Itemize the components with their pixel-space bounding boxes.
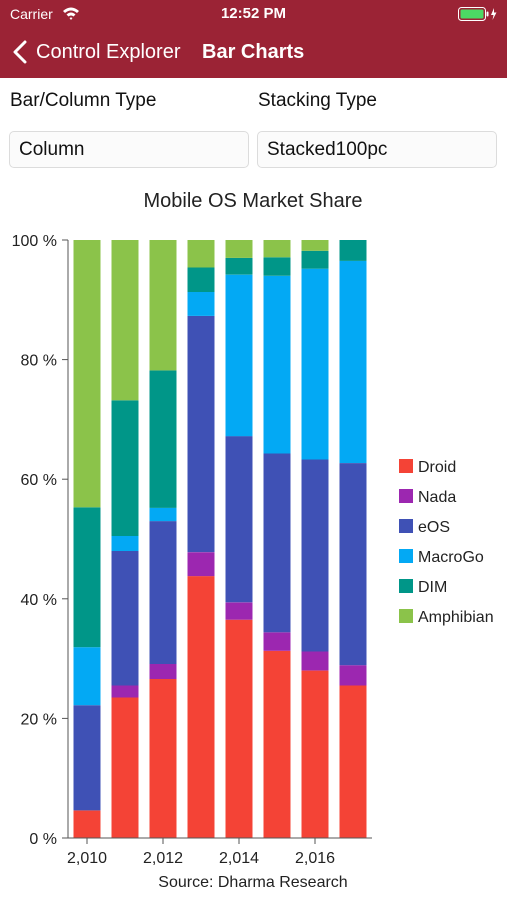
- bar-macrogo-2017: [339, 260, 367, 463]
- y-tick-label: 100 %: [12, 233, 57, 250]
- back-chevron-icon[interactable]: [12, 40, 28, 64]
- legend-swatch-droid: [399, 459, 413, 473]
- chart-title: Mobile OS Market Share: [144, 190, 363, 212]
- carrier-label: Carrier: [10, 6, 53, 22]
- bar-dim-2014: [225, 257, 253, 275]
- legend-label-amphibian: Amphibian: [418, 609, 494, 626]
- bar-droid-2011: [111, 697, 139, 838]
- bar-nada-2017: [339, 665, 367, 686]
- bar-type-picker[interactable]: Column: [9, 131, 249, 168]
- bar-eos-2015: [263, 453, 291, 633]
- bar-eos-2017: [339, 463, 367, 666]
- bar-eos-2014: [225, 436, 253, 603]
- bar-dim-2011: [111, 400, 139, 536]
- bar-macrogo-2014: [225, 274, 253, 437]
- bar-dim-2015: [263, 257, 291, 276]
- bar-macrogo-2010: [73, 647, 101, 706]
- y-tick-label: 60 %: [21, 472, 57, 489]
- navigation-bar: Control Explorer Bar Charts: [0, 28, 507, 78]
- bar-droid-2012: [149, 678, 177, 838]
- bar-dim-2012: [149, 370, 177, 508]
- bar-dim-2010: [73, 507, 101, 648]
- page-title: Bar Charts: [202, 41, 305, 63]
- bar-eos-2012: [149, 521, 177, 664]
- bar-nada-2014: [225, 602, 253, 620]
- bar-macrogo-2013: [187, 292, 215, 316]
- bar-eos-2011: [111, 551, 139, 686]
- x-tick-label: 2,012: [143, 850, 183, 867]
- bar-eos-2016: [301, 459, 329, 652]
- legend-label-nada: Nada: [418, 489, 456, 506]
- bar-amphibian-2013: [187, 240, 215, 268]
- bar-eos-2013: [187, 315, 215, 553]
- bar-nada-2013: [187, 552, 215, 577]
- bar-nada-2016: [301, 651, 329, 671]
- bar-type-label: Bar/Column Type: [10, 90, 157, 111]
- legend-label-dim: DIM: [418, 579, 447, 596]
- stacking-type-picker[interactable]: Stacked100pc: [257, 131, 497, 168]
- legend-label-droid: Droid: [418, 459, 456, 476]
- x-tick-label: 2,010: [67, 850, 107, 867]
- status-bar: Carrier 12:52 PM: [0, 0, 507, 28]
- bar-amphibian-2012: [149, 240, 177, 371]
- bar-amphibian-2014: [225, 240, 253, 258]
- bar-macrogo-2015: [263, 275, 291, 454]
- wifi-icon: [63, 7, 79, 20]
- legend-swatch-eos: [399, 519, 413, 533]
- legend-label-eos: eOS: [418, 519, 450, 536]
- bar-dim-2016: [301, 250, 329, 269]
- legend-swatch-dim: [399, 579, 413, 593]
- bar-amphibian-2016: [301, 240, 329, 251]
- bar-droid-2015: [263, 650, 291, 838]
- bar-droid-2016: [301, 670, 329, 838]
- bar-macrogo-2011: [111, 536, 139, 551]
- x-tick-label: 2,016: [295, 850, 335, 867]
- bar-nada-2015: [263, 632, 291, 651]
- x-tick-label: 2,014: [219, 850, 259, 867]
- market-share-chart: Mobile OS Market Share 0 % 20 % 40 % 60 % 80 …: [12, 190, 494, 891]
- legend-label-macrogo: MacroGo: [418, 549, 484, 566]
- legend-swatch-amphibian: [399, 609, 413, 623]
- bar-dim-2013: [187, 267, 215, 292]
- bar-macrogo-2016: [301, 268, 329, 460]
- stacking-type-label: Stacking Type: [258, 90, 378, 111]
- bar-amphibian-2011: [111, 240, 139, 401]
- back-button[interactable]: Control Explorer: [36, 41, 181, 63]
- bar-dim-2017: [339, 240, 367, 261]
- bar-amphibian-2015: [263, 240, 291, 258]
- y-tick-label: 80 %: [21, 353, 57, 370]
- y-tick-label: 20 %: [21, 711, 57, 728]
- bar-droid-2010: [73, 810, 101, 838]
- legend-swatch-macrogo: [399, 549, 413, 563]
- battery-charging-icon: [458, 7, 497, 21]
- bar-nada-2011: [111, 685, 139, 698]
- bar-droid-2014: [225, 619, 253, 838]
- legend-swatch-nada: [399, 489, 413, 503]
- bar-macrogo-2012: [149, 507, 177, 522]
- y-tick-label: 0 %: [29, 831, 57, 848]
- bar-nada-2012: [149, 664, 177, 679]
- bar-eos-2010: [73, 705, 101, 811]
- bar-amphibian-2010: [73, 240, 101, 508]
- y-tick-label: 40 %: [21, 592, 57, 609]
- status-time: 12:52 PM: [220, 5, 287, 22]
- chart-source-note: Source: Dharma Research: [158, 874, 347, 891]
- bar-droid-2017: [339, 685, 367, 838]
- bar-droid-2013: [187, 576, 215, 838]
